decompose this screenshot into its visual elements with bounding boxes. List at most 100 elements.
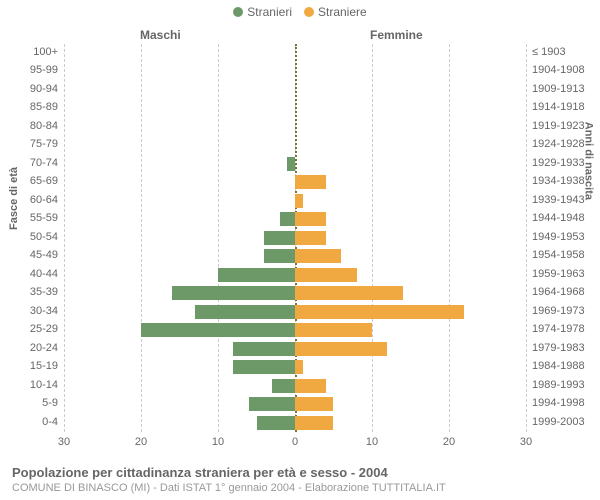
bar-male	[249, 397, 295, 411]
age-label: 55-59	[30, 212, 64, 224]
bar-male	[233, 342, 295, 356]
birth-year-label: ≤ 1903	[526, 46, 566, 58]
x-tick-label: 0	[292, 436, 298, 448]
age-label: 25-29	[30, 323, 64, 335]
birth-year-label: 1944-1948	[526, 212, 585, 224]
bar-female	[295, 416, 333, 430]
pyramid-row: 55-591944-1948	[64, 210, 526, 228]
age-label: 70-74	[30, 157, 64, 169]
bar-female	[295, 397, 333, 411]
pyramid-row: 80-841919-1923	[64, 118, 526, 136]
bar-female	[295, 305, 464, 319]
age-label: 40-44	[30, 268, 64, 280]
chart-subtitle: COMUNE DI BINASCO (MI) - Dati ISTAT 1° g…	[12, 482, 588, 494]
age-label: 0-4	[42, 416, 64, 428]
bar-male	[233, 360, 295, 374]
bar-male	[172, 286, 295, 300]
birth-year-label: 1909-1913	[526, 83, 585, 95]
x-tick-label: 10	[212, 436, 224, 448]
pyramid-row: 35-391964-1968	[64, 284, 526, 302]
age-label: 30-34	[30, 305, 64, 317]
pyramid-row: 10-141989-1993	[64, 377, 526, 395]
birth-year-label: 1984-1988	[526, 360, 585, 372]
bar-female	[295, 194, 303, 208]
pyramid-row: 95-991904-1908	[64, 62, 526, 80]
age-label: 20-24	[30, 342, 64, 354]
legend-label: Stranieri	[247, 5, 292, 19]
bar-male	[280, 212, 295, 226]
birth-year-label: 1934-1938	[526, 175, 585, 187]
age-label: 35-39	[30, 286, 64, 298]
bar-female	[295, 175, 326, 189]
bar-male	[195, 305, 295, 319]
age-label: 65-69	[30, 175, 64, 187]
bar-female	[295, 360, 303, 374]
y-axis-left-label: Fasce di età	[8, 167, 20, 230]
birth-year-label: 1994-1998	[526, 397, 585, 409]
population-pyramid-chart: Stranieri Straniere Maschi Femmine Fasce …	[0, 0, 600, 500]
pyramid-row: 0-41999-2003	[64, 414, 526, 432]
bar-female	[295, 342, 387, 356]
birth-year-label: 1919-1923	[526, 120, 585, 132]
age-label: 10-14	[30, 379, 64, 391]
pyramid-row: 40-441959-1963	[64, 266, 526, 284]
pyramid-row: 65-691934-1938	[64, 173, 526, 191]
pyramid-row: 25-291974-1978	[64, 321, 526, 339]
pyramid-row: 70-741929-1933	[64, 155, 526, 173]
chart-footer: Popolazione per cittadinanza straniera p…	[12, 465, 588, 494]
legend-swatch	[233, 7, 243, 17]
age-label: 75-79	[30, 138, 64, 150]
age-label: 15-19	[30, 360, 64, 372]
x-tick-label: 20	[443, 436, 455, 448]
legend-swatch	[304, 7, 314, 17]
age-label: 5-9	[42, 397, 64, 409]
legend: Stranieri Straniere	[0, 4, 600, 19]
pyramid-row: 100+≤ 1903	[64, 44, 526, 62]
age-label: 90-94	[30, 83, 64, 95]
x-tick-label: 30	[520, 436, 532, 448]
age-label: 60-64	[30, 194, 64, 206]
birth-year-label: 1954-1958	[526, 249, 585, 261]
x-tick-label: 10	[366, 436, 378, 448]
bar-female	[295, 231, 326, 245]
legend-item: Straniere	[304, 4, 367, 19]
legend-label: Straniere	[318, 5, 367, 19]
plot-area: 3020100102030100+≤ 190395-991904-190890-…	[64, 44, 526, 432]
birth-year-label: 1979-1983	[526, 342, 585, 354]
bar-female	[295, 323, 372, 337]
pyramid-row: 30-341969-1973	[64, 303, 526, 321]
birth-year-label: 1914-1918	[526, 101, 585, 113]
chart-title: Popolazione per cittadinanza straniera p…	[12, 465, 588, 480]
pyramid-row: 45-491954-1958	[64, 247, 526, 265]
pyramid-row: 5-91994-1998	[64, 395, 526, 413]
birth-year-label: 1959-1963	[526, 268, 585, 280]
bar-female	[295, 379, 326, 393]
bar-male	[287, 157, 295, 171]
bar-female	[295, 212, 326, 226]
pyramid-row: 85-891914-1918	[64, 99, 526, 117]
side-title-females: Femmine	[370, 28, 423, 42]
bar-female	[295, 268, 357, 282]
bar-male	[272, 379, 295, 393]
side-title-males: Maschi	[140, 28, 181, 42]
birth-year-label: 1989-1993	[526, 379, 585, 391]
birth-year-label: 1969-1973	[526, 305, 585, 317]
pyramid-row: 90-941909-1913	[64, 81, 526, 99]
pyramid-row: 60-641939-1943	[64, 192, 526, 210]
birth-year-label: 1904-1908	[526, 64, 585, 76]
legend-item: Stranieri	[233, 4, 292, 19]
age-label: 85-89	[30, 101, 64, 113]
x-tick-label: 20	[135, 436, 147, 448]
bar-male	[257, 416, 295, 430]
birth-year-label: 1999-2003	[526, 416, 585, 428]
birth-year-label: 1949-1953	[526, 231, 585, 243]
x-tick-label: 30	[58, 436, 70, 448]
bar-male	[264, 231, 295, 245]
birth-year-label: 1939-1943	[526, 194, 585, 206]
pyramid-row: 15-191984-1988	[64, 358, 526, 376]
birth-year-label: 1974-1978	[526, 323, 585, 335]
bar-male	[218, 268, 295, 282]
age-label: 45-49	[30, 249, 64, 261]
age-label: 100+	[33, 46, 64, 58]
bar-male	[141, 323, 295, 337]
